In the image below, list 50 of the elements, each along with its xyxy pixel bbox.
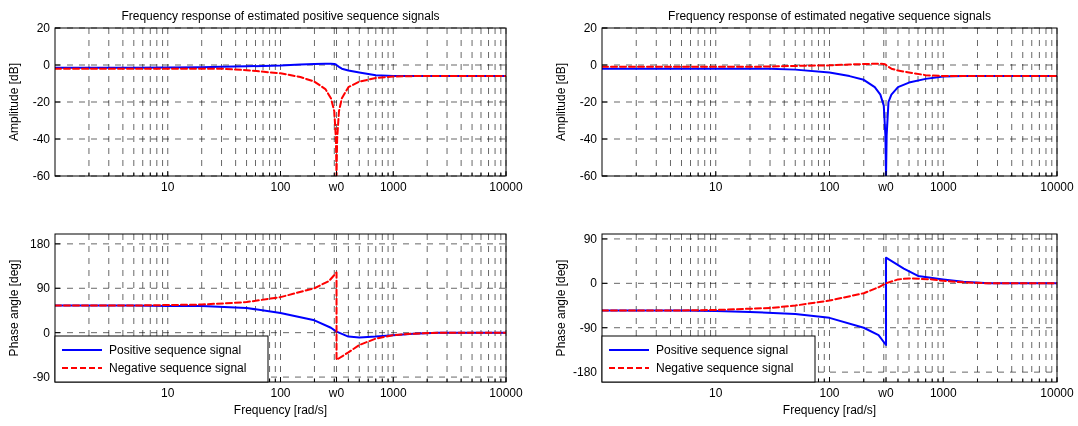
y-tick-label: 90	[36, 281, 51, 296]
y-tick-label: 90	[583, 231, 598, 246]
y-tick-label: -90	[579, 320, 598, 335]
x-axis-title: Frequency [rad/s]	[782, 403, 877, 417]
y-tick-label: -180	[572, 365, 598, 380]
y-tick-label: -40	[579, 132, 598, 146]
x-tick-label: 100	[270, 180, 291, 194]
y-tick-label: -20	[579, 95, 598, 109]
x-tick-label: 1000	[379, 386, 407, 400]
y-axis-title: Amplitude [dB]	[7, 62, 21, 142]
y-tick-label: 180	[29, 236, 51, 251]
y-axis-title: Amplitude [dB]	[554, 62, 568, 142]
y-tick-label: 0	[590, 58, 598, 72]
x-tick-label: 10000	[1040, 386, 1075, 400]
x-tick-label: 1000	[929, 386, 957, 400]
x-tick-label: w0	[327, 386, 345, 400]
x-tick-label: 100	[819, 180, 840, 194]
y-tick-label: -60	[32, 169, 51, 183]
legend-label: Positive sequence signal	[109, 343, 242, 357]
x-tick-label: 10000	[489, 180, 524, 194]
y-tick-label: -60	[579, 169, 598, 183]
y-tick-label: -90	[32, 370, 51, 385]
legend-label: Positive sequence signal	[656, 343, 789, 357]
x-tick-label: w0	[877, 386, 895, 400]
y-tick-label: 20	[583, 21, 598, 35]
x-tick-label: 1000	[929, 180, 957, 194]
x-tick-label: 100	[270, 386, 291, 400]
x-tick-label: 10	[161, 386, 175, 400]
y-axis-title: Phase angle [deg]	[554, 259, 568, 357]
y-tick-label: 20	[36, 21, 51, 35]
y-tick-label: 0	[43, 325, 51, 340]
legend-label: Negative sequence signal	[656, 361, 794, 375]
x-tick-label: w0	[877, 180, 895, 194]
y-tick-label: 0	[590, 276, 598, 291]
y-tick-label: -20	[32, 95, 51, 109]
chart-title: Frequency response of estimated negative sequence signals	[668, 9, 991, 23]
x-tick-label: 10	[161, 180, 175, 194]
y-axis-title: Phase angle [deg]	[7, 259, 21, 357]
chart-title: Frequency response of estimated positive sequence signals	[121, 9, 440, 23]
x-axis-title: Frequency [rad/s]	[233, 403, 328, 417]
x-tick-label: 10000	[489, 386, 524, 400]
legend-label: Negative sequence signal	[109, 361, 247, 375]
x-tick-label: 1000	[379, 180, 407, 194]
x-tick-label: 10	[709, 386, 723, 400]
x-tick-label: w0	[327, 180, 345, 194]
y-tick-label: 0	[43, 58, 51, 72]
y-tick-label: -40	[32, 132, 51, 146]
x-tick-label: 100	[819, 386, 840, 400]
x-tick-label: 10000	[1040, 180, 1075, 194]
x-tick-label: 10	[709, 180, 723, 194]
